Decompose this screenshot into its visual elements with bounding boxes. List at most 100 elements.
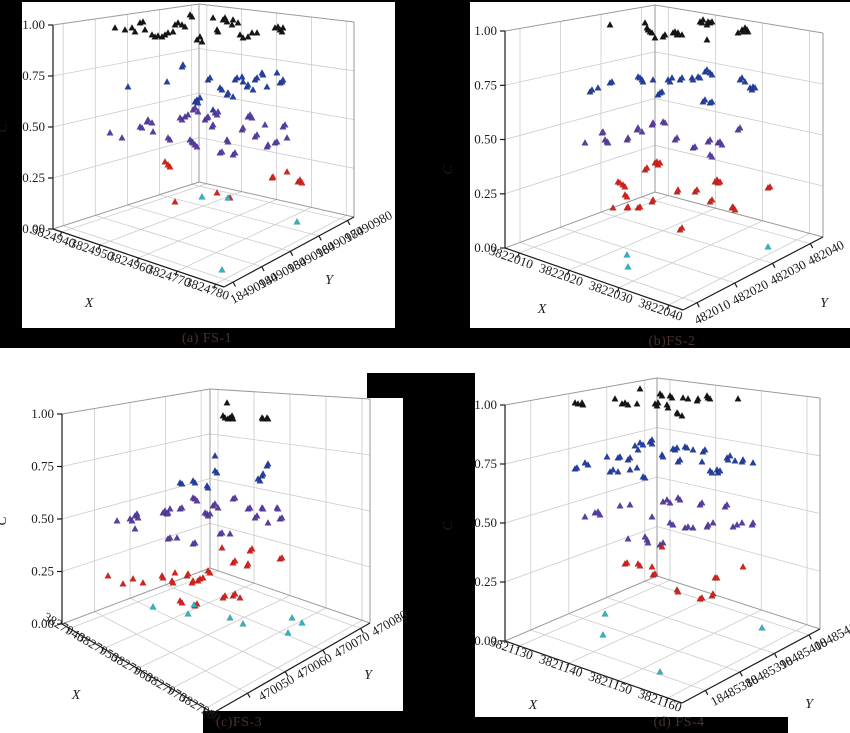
data-point bbox=[666, 498, 674, 506]
data-point bbox=[704, 520, 712, 528]
grid-or-edge-line bbox=[504, 476, 658, 524]
data-point bbox=[603, 452, 611, 460]
data-point bbox=[139, 17, 147, 25]
panel-caption-d: (d) FS-4 bbox=[653, 715, 705, 730]
data-point bbox=[708, 195, 716, 203]
data-point bbox=[703, 65, 711, 73]
grid-or-edge-line bbox=[168, 688, 173, 694]
data-point bbox=[731, 205, 739, 213]
data-point bbox=[708, 70, 716, 78]
data-point bbox=[229, 15, 237, 23]
grid-or-edge-line bbox=[284, 671, 289, 677]
grid-or-edge-line bbox=[59, 231, 63, 237]
grid-or-edge-line bbox=[616, 287, 620, 293]
data-point bbox=[259, 70, 267, 78]
data-point bbox=[221, 591, 229, 599]
data-point bbox=[256, 476, 264, 484]
data-point bbox=[298, 178, 306, 186]
grid-or-edge-line bbox=[504, 191, 656, 249]
series-class-3 bbox=[106, 103, 291, 158]
data-point bbox=[713, 573, 721, 581]
data-point bbox=[599, 127, 607, 135]
data-point bbox=[651, 33, 659, 41]
data-point bbox=[596, 510, 604, 518]
x-axis-title: X bbox=[71, 688, 81, 703]
data-point bbox=[259, 469, 267, 477]
grid-or-edge-line bbox=[209, 388, 371, 400]
z-tick-label: 0.50 bbox=[474, 132, 497, 147]
data-point bbox=[601, 609, 609, 617]
data-point bbox=[144, 115, 152, 123]
data-point bbox=[148, 118, 156, 126]
grid-or-edge-line bbox=[566, 270, 570, 276]
data-point bbox=[239, 619, 247, 627]
data-point bbox=[214, 503, 222, 511]
data-point bbox=[678, 73, 686, 81]
z-tick-label: 0.50 bbox=[474, 515, 497, 530]
grid-or-edge-line bbox=[568, 207, 716, 271]
grid-or-edge-line bbox=[682, 236, 824, 311]
data-point bbox=[581, 138, 589, 146]
data-point bbox=[261, 120, 269, 128]
z-tick-label: 0.00 bbox=[474, 633, 497, 648]
data-point bbox=[724, 455, 732, 463]
data-point bbox=[584, 460, 592, 468]
z-axis-title: C bbox=[0, 516, 10, 526]
z-tick-label: 0.25 bbox=[22, 170, 45, 185]
data-point bbox=[608, 77, 616, 85]
grid-or-edge-line bbox=[734, 282, 738, 288]
data-point bbox=[633, 463, 641, 471]
data-point bbox=[218, 543, 226, 551]
data-point bbox=[274, 504, 282, 512]
data-point bbox=[708, 97, 716, 105]
z-tick-label: 0.00 bbox=[31, 616, 54, 631]
series-class-1 bbox=[219, 398, 272, 422]
data-point bbox=[128, 23, 136, 31]
data-point bbox=[281, 120, 289, 128]
data-point bbox=[104, 571, 112, 579]
data-point bbox=[211, 499, 219, 507]
data-point bbox=[621, 182, 629, 190]
data-point bbox=[269, 172, 277, 180]
data-point bbox=[191, 103, 199, 111]
data-point bbox=[119, 579, 127, 587]
data-point bbox=[171, 197, 179, 205]
data-point bbox=[668, 73, 676, 81]
grid-or-edge-line bbox=[246, 692, 251, 698]
data-point bbox=[131, 27, 139, 35]
data-point bbox=[138, 123, 146, 131]
data-point bbox=[636, 202, 644, 210]
data-point bbox=[221, 13, 229, 21]
data-point bbox=[706, 394, 714, 402]
data-point bbox=[579, 400, 587, 408]
data-point bbox=[693, 185, 701, 193]
series-class-3 bbox=[581, 117, 744, 160]
data-point bbox=[623, 250, 631, 258]
data-point bbox=[659, 452, 667, 460]
data-point bbox=[641, 18, 649, 26]
data-point bbox=[624, 202, 632, 210]
data-point bbox=[694, 394, 702, 402]
data-point bbox=[154, 31, 162, 39]
data-point bbox=[678, 223, 686, 231]
data-point bbox=[661, 118, 669, 126]
data-point bbox=[149, 602, 157, 610]
data-point bbox=[669, 444, 677, 452]
data-point bbox=[214, 107, 222, 115]
grid-or-edge-line bbox=[504, 247, 684, 311]
data-point bbox=[164, 508, 172, 516]
data-point bbox=[121, 25, 129, 33]
data-point bbox=[708, 468, 716, 476]
data-point bbox=[188, 12, 196, 20]
data-point bbox=[128, 516, 136, 524]
data-point bbox=[616, 452, 624, 460]
data-point bbox=[656, 158, 664, 166]
data-point bbox=[654, 398, 662, 406]
data-point bbox=[723, 500, 731, 508]
data-point bbox=[228, 20, 236, 28]
data-point bbox=[226, 613, 234, 621]
data-point bbox=[194, 107, 202, 115]
data-point bbox=[213, 188, 221, 196]
grid-or-edge-line bbox=[52, 92, 200, 128]
series-class-2 bbox=[571, 435, 757, 481]
